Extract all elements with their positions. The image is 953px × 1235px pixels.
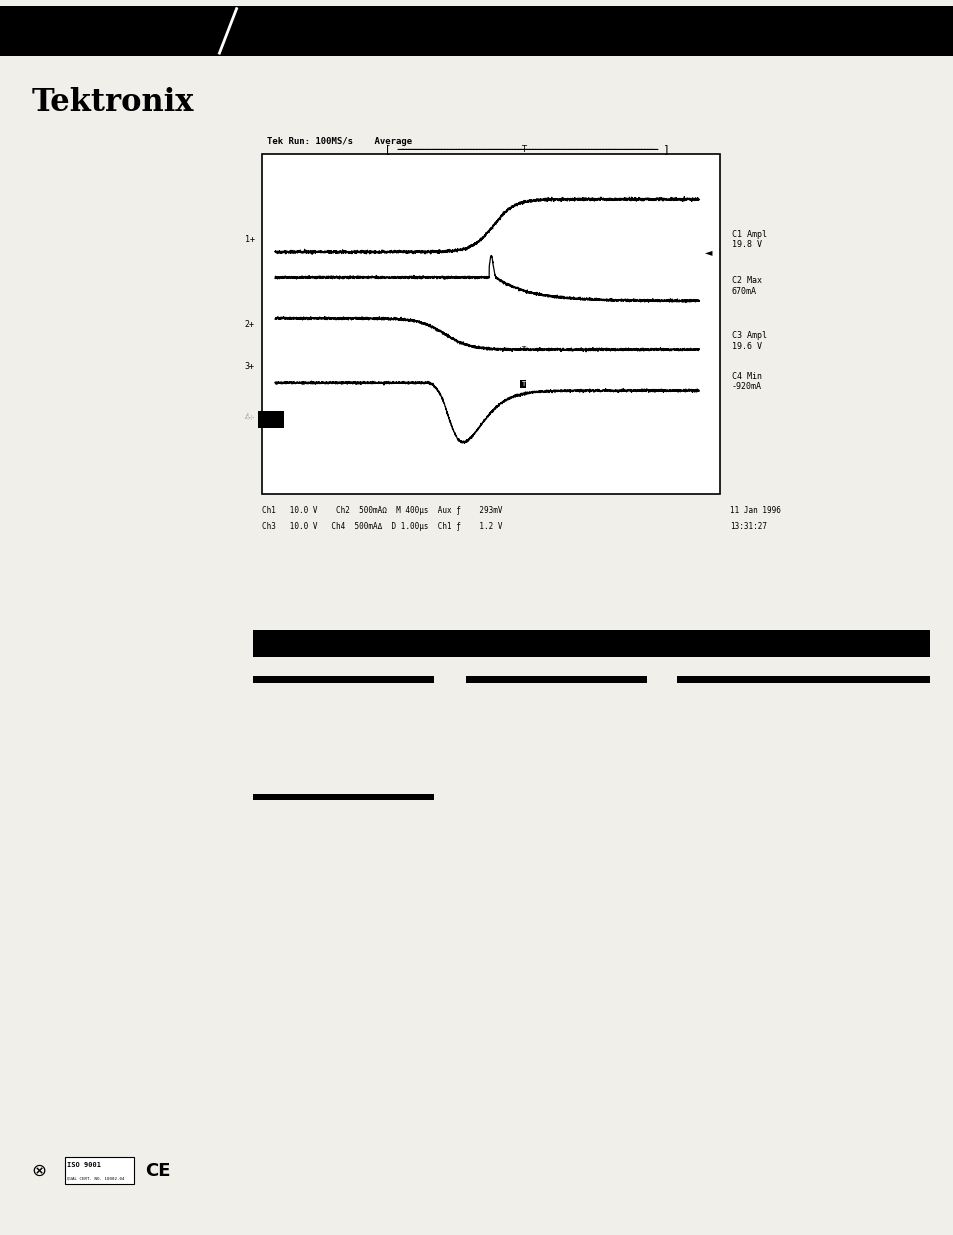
Text: C2 Max
670mA: C2 Max 670mA bbox=[731, 277, 760, 295]
Text: CE: CE bbox=[145, 1162, 171, 1179]
Bar bbox=[253, 676, 434, 683]
Text: T: T bbox=[520, 346, 525, 352]
Text: 11 Jan 1996: 11 Jan 1996 bbox=[729, 505, 780, 515]
Text: 3+: 3+ bbox=[245, 362, 254, 372]
Text: C3 Ampl
19.6 V: C3 Ampl 19.6 V bbox=[731, 331, 766, 351]
Text: 13:31:27: 13:31:27 bbox=[729, 521, 766, 531]
Text: T: T bbox=[520, 144, 525, 154]
Bar bbox=[0, 6, 953, 56]
Bar bbox=[65, 1157, 133, 1184]
Text: 2+: 2+ bbox=[245, 320, 254, 329]
Text: ◄: ◄ bbox=[704, 247, 712, 257]
Text: QUAL CERT. NO. 10002-04: QUAL CERT. NO. 10002-04 bbox=[67, 1177, 124, 1181]
Text: 1+: 1+ bbox=[245, 235, 254, 243]
Text: T: T bbox=[520, 380, 525, 387]
Text: Tektronix: Tektronix bbox=[31, 88, 193, 119]
Text: C1 Ampl
19.8 V: C1 Ampl 19.8 V bbox=[731, 230, 766, 249]
Bar bbox=[465, 676, 646, 683]
Bar bbox=[262, 154, 720, 494]
Bar bbox=[677, 676, 929, 683]
Text: Ch1   10.0 V    Ch2  500mAΩ  M 400μs  Aux ƒ    293mV: Ch1 10.0 V Ch2 500mAΩ M 400μs Aux ƒ 293m… bbox=[262, 505, 502, 515]
Bar bbox=[257, 411, 284, 429]
Text: Tek Run: 100MS/s    Average: Tek Run: 100MS/s Average bbox=[267, 137, 412, 147]
Text: C4 Min
-920mA: C4 Min -920mA bbox=[731, 372, 760, 391]
Text: Ch3   10.0 V   Ch4  500mAΔ  D 1.00μs  Ch1 ƒ    1.2 V: Ch3 10.0 V Ch4 500mAΔ D 1.00μs Ch1 ƒ 1.2… bbox=[262, 521, 502, 531]
Text: 4+: 4+ bbox=[245, 412, 254, 422]
Bar bbox=[253, 794, 434, 800]
Text: [: [ bbox=[385, 144, 390, 154]
Bar bbox=[253, 630, 929, 657]
Text: 4+: 4+ bbox=[245, 412, 254, 422]
Text: ]: ] bbox=[663, 144, 667, 154]
Text: ⊗: ⊗ bbox=[31, 1162, 47, 1179]
Text: ISO 9001: ISO 9001 bbox=[67, 1162, 101, 1168]
